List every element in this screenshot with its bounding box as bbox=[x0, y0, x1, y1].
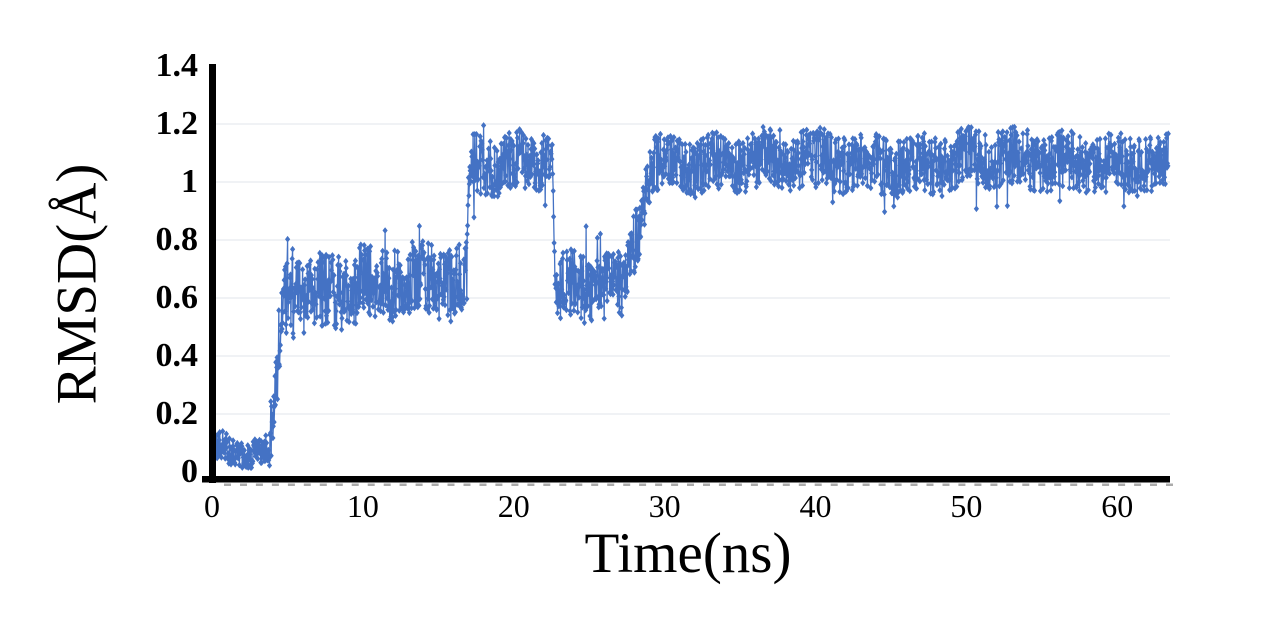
y-axis-line bbox=[209, 64, 216, 483]
y-tick-label: 1.2 bbox=[155, 105, 199, 142]
y-tick-label: 0.6 bbox=[155, 279, 199, 316]
x-tick-label: 30 bbox=[648, 488, 681, 524]
x-tick-label: 40 bbox=[799, 488, 832, 524]
y-tick-label: 1.4 bbox=[155, 47, 199, 84]
y-tick-label: 0.2 bbox=[155, 395, 199, 432]
x-tick-label: 10 bbox=[346, 488, 379, 524]
y-tick-label: 0.8 bbox=[155, 221, 199, 258]
gridlines bbox=[215, 123, 1170, 415]
x-tick-label: 20 bbox=[497, 488, 530, 524]
series-markers bbox=[209, 122, 1171, 471]
y-tick-label: 0 bbox=[181, 453, 198, 490]
x-tick-label: 0 bbox=[204, 488, 220, 524]
y-tick-label: 0.4 bbox=[155, 337, 199, 374]
x-axis-title: Time(ns) bbox=[584, 522, 792, 585]
x-axis-line bbox=[202, 476, 1170, 483]
y-tick-label: 1 bbox=[181, 163, 198, 200]
x-tick-label: 50 bbox=[950, 488, 983, 524]
minor-tick-marks bbox=[224, 483, 1173, 486]
x-tick-label: 60 bbox=[1101, 488, 1134, 524]
